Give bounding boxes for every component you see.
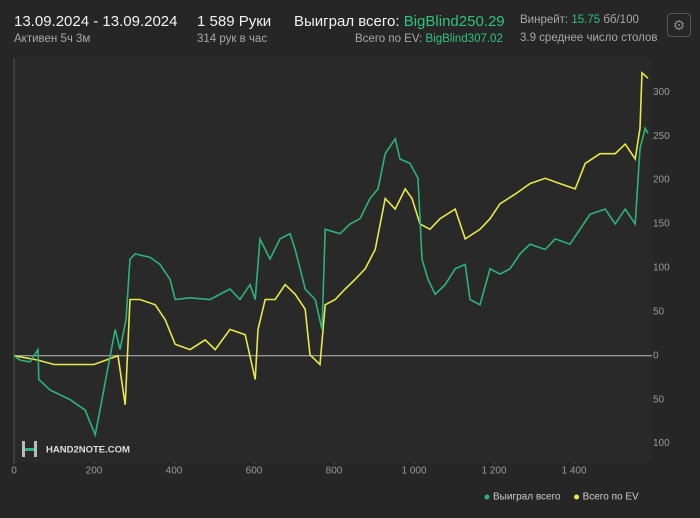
hands: 1 589 Руки [197,13,272,30]
winrate-value: 15.75 [571,14,601,26]
x-tick-label: 1 400 [561,466,586,477]
tables: 3.9 среднее число столов [520,32,658,44]
y-tick-label: 50 [653,306,665,317]
x-tick-label: 600 [246,466,263,477]
y-tick-label: 50 [653,394,665,405]
won-total: Выиграл всего: BigBlind250.29 [294,13,505,30]
hands-per-hour: 314 рук в час [197,33,268,45]
y-tick-label: 0 [653,350,659,361]
y-tick-label: 100 [653,263,670,274]
y-tick-label: 250 [653,131,670,142]
plot-area [14,58,652,462]
legend-dot [574,494,580,500]
settings-button[interactable]: ⚙ [667,13,691,37]
watermark: HAND2NOTE.COM [46,445,130,456]
line-series [13,126,649,438]
x-tick-label: 200 [86,466,103,477]
logo [22,441,37,457]
legend-label: Всего по EV [583,492,639,503]
legend-item: Выиграл всего [484,492,561,503]
ev-total: Всего по EV: BigBlind307.02 [355,33,503,45]
active-time: Активен 5ч 3м [14,33,91,45]
won-label: Выиграл всего: [294,13,400,30]
legend-label: Выиграл всего [493,492,561,503]
line-series [13,71,649,406]
ev-value: BigBlind307.02 [425,33,503,45]
y-tick-label: 300 [653,87,670,98]
x-tick-label: 1 000 [401,466,426,477]
x-tick-label: 800 [326,466,343,477]
ev-label: Всего по EV: [355,33,423,45]
legend-dot [484,494,490,500]
x-tick-label: 1 200 [481,466,506,477]
legend-item: Всего по EV [574,492,639,503]
winrate: Винрейт: 15.75 бб/100 [520,14,639,26]
winrate-label: Винрейт: [520,14,569,26]
y-tick-label: 150 [653,219,670,230]
x-tick-label: 400 [166,466,183,477]
winrate-unit: бб/100 [603,14,639,26]
y-tick-label: 100 [653,438,670,449]
won-value: BigBlind250.29 [403,13,505,30]
date-range: 13.09.2024 - 13.09.2024 [14,13,178,30]
x-tick-label: 0 [11,466,17,477]
y-tick-label: 200 [653,175,670,186]
